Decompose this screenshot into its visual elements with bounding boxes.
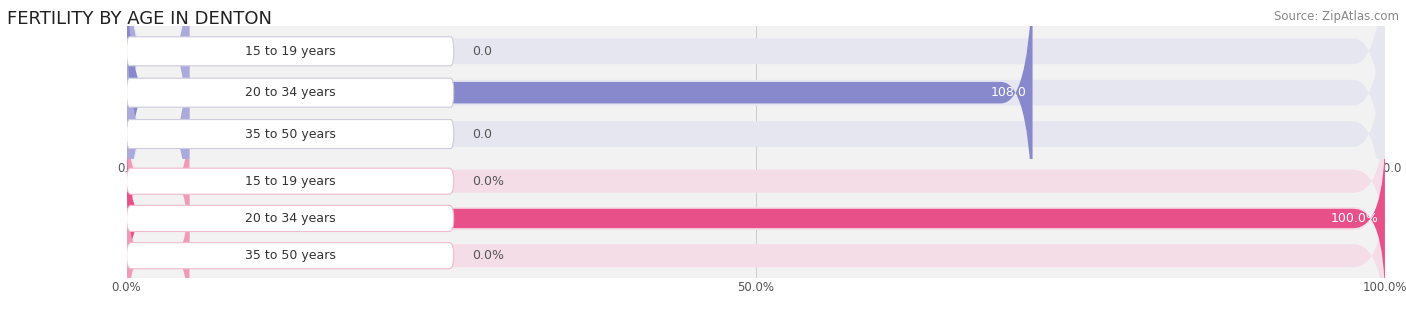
FancyBboxPatch shape (127, 135, 1385, 302)
Text: 15 to 19 years: 15 to 19 years (245, 175, 336, 188)
FancyBboxPatch shape (127, 243, 454, 269)
Text: 20 to 34 years: 20 to 34 years (245, 86, 336, 99)
Text: 20 to 34 years: 20 to 34 years (245, 212, 336, 225)
FancyBboxPatch shape (127, 168, 454, 194)
FancyBboxPatch shape (127, 0, 190, 180)
FancyBboxPatch shape (127, 206, 454, 231)
Text: 35 to 50 years: 35 to 50 years (245, 127, 336, 141)
FancyBboxPatch shape (127, 37, 454, 66)
Text: 100.0%: 100.0% (1330, 212, 1379, 225)
FancyBboxPatch shape (127, 0, 1385, 194)
FancyBboxPatch shape (127, 100, 1385, 263)
FancyBboxPatch shape (127, 182, 190, 330)
FancyBboxPatch shape (127, 5, 190, 263)
FancyBboxPatch shape (127, 0, 1385, 276)
Text: 0.0%: 0.0% (472, 249, 505, 262)
FancyBboxPatch shape (127, 137, 1385, 300)
FancyBboxPatch shape (127, 174, 1385, 331)
Text: 15 to 19 years: 15 to 19 years (245, 45, 336, 58)
FancyBboxPatch shape (127, 78, 454, 107)
Text: 0.0: 0.0 (472, 127, 492, 141)
FancyBboxPatch shape (127, 0, 1032, 237)
Text: 0.0%: 0.0% (472, 175, 505, 188)
FancyBboxPatch shape (127, 107, 190, 255)
Text: 35 to 50 years: 35 to 50 years (245, 249, 336, 262)
Text: 0.0: 0.0 (472, 45, 492, 58)
FancyBboxPatch shape (127, 119, 454, 149)
Text: Source: ZipAtlas.com: Source: ZipAtlas.com (1274, 10, 1399, 23)
Text: FERTILITY BY AGE IN DENTON: FERTILITY BY AGE IN DENTON (7, 10, 271, 28)
FancyBboxPatch shape (127, 0, 1385, 235)
Text: 108.0: 108.0 (990, 86, 1026, 99)
